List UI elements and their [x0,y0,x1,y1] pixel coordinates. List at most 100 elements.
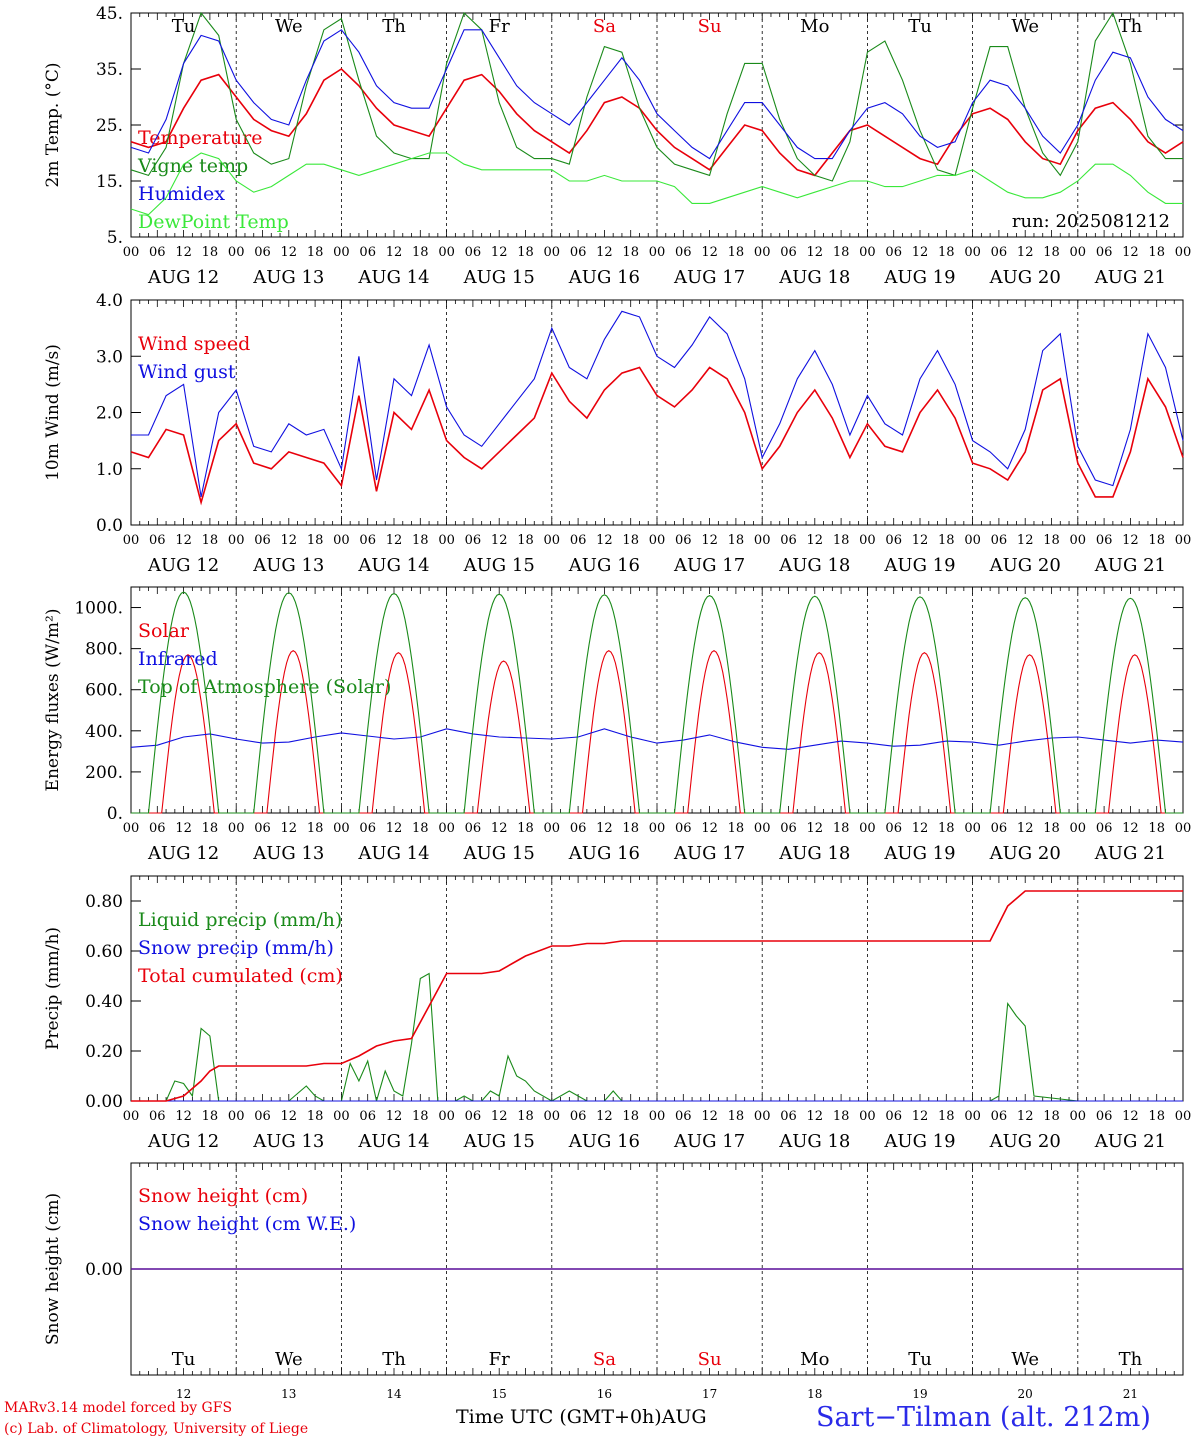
hour-label: 18 [412,821,429,836]
hour-label: 12 [1017,821,1034,836]
date-label: AUG 16 [568,267,640,288]
hour-label: 00 [438,533,455,548]
date-label: AUG 20 [989,555,1061,576]
y-tick-label: 0.80 [85,892,123,912]
hour-label: 12 [175,1109,192,1124]
hour-label: 12 [912,821,929,836]
hour-label: 12 [386,245,403,260]
date-label: AUG 21 [1094,1131,1166,1152]
hour-label: 00 [544,245,561,260]
date-label: AUG 18 [778,555,850,576]
panels-layer: 45. 35. 25. 15. 5. 2m Temp. (°C) 00 06 12 18 AUG 1… [43,4,1191,1401]
hour-label: 18 [517,821,534,836]
hour-label: 06 [149,821,166,836]
hour-label: 06 [780,1109,797,1124]
legend-label: Total cumulated (cm) [138,965,343,987]
hour-label: 12 [386,821,403,836]
legend-label: Humidex [138,183,225,205]
hour-label: 00 [438,245,455,260]
hour-label: 00 [333,1109,350,1124]
y-axis-label: Energy fluxes (W/m²) [43,609,63,792]
series-line-humidex [130,29,1184,160]
model-credit: MARv3.14 model forced by GFS [4,1400,233,1416]
hour-label: 00 [754,533,771,548]
hour-label: 06 [885,1109,902,1124]
hour-label: 18 [622,1109,639,1124]
hour-label: 12 [281,245,298,260]
hour-label: 18 [1148,821,1165,836]
hour-label: 12 [491,533,508,548]
date-label: AUG 13 [252,267,324,288]
hour-label: 06 [149,245,166,260]
hour-label: 18 [938,533,955,548]
hour-label: 00 [859,245,876,260]
hour-label: 00 [859,533,876,548]
hour-label: 18 [517,533,534,548]
hour-label: 06 [149,1109,166,1124]
hour-label: 06 [254,1109,271,1124]
date-label: AUG 17 [673,1131,745,1152]
hour-label: 12 [807,533,824,548]
hour-label: 06 [570,1109,587,1124]
date-label: AUG 21 [1094,843,1166,864]
day-number-label: 15 [492,1387,507,1401]
hour-label: 12 [491,1109,508,1124]
hour-label: 00 [964,821,981,836]
day-name-label: Th [1119,16,1143,37]
hour-label: 00 [754,821,771,836]
panel-5: 0.00 Snow height (cm) Snow height (cm) Snow… [43,1162,1184,1401]
hour-label: 06 [675,821,692,836]
hour-label: 00 [123,1109,140,1124]
date-label: AUG 20 [989,1131,1061,1152]
hour-label: 18 [412,1109,429,1124]
hour-label: 06 [465,1109,482,1124]
hour-label: 06 [570,533,587,548]
hour-label: 00 [333,245,350,260]
hour-label: 06 [465,821,482,836]
hour-label: 18 [728,533,745,548]
date-label: AUG 17 [673,267,745,288]
y-tick-label: 0.40 [85,992,123,1012]
hour-label: 12 [1017,245,1034,260]
hour-label: 12 [1017,533,1034,548]
hour-label: 12 [807,245,824,260]
y-tick-label: 0.00 [85,1092,123,1112]
hour-label: 06 [1096,533,1113,548]
day-name-label: We [1011,1349,1039,1370]
series-line-dewpoint-temp [130,152,1183,216]
day-name-label: Th [1119,1349,1143,1370]
hour-label: 00 [964,245,981,260]
date-label: AUG 14 [357,267,429,288]
date-label: AUG 21 [1094,555,1166,576]
hour-label: 00 [964,533,981,548]
hour-label: 00 [438,1109,455,1124]
series-line-wind-speed [130,366,1184,506]
panel-2: 4.0 3.0 2.0 1.0 0.0 10m Wind (m/s) 00 06 12 18 AUG… [43,291,1191,576]
day-name-label: Tu [908,1349,932,1370]
day-name-label: Tu [172,1349,196,1370]
hour-label: 06 [885,245,902,260]
hour-label: 18 [622,245,639,260]
date-label: AUG 14 [357,1131,429,1152]
date-label: AUG 13 [252,843,324,864]
hour-label: 00 [649,821,666,836]
day-number-label: 13 [281,1387,296,1401]
date-label: AUG 14 [357,843,429,864]
y-tick-label: 45. [96,4,123,24]
legend-label: Snow height (cm W.E.) [138,1213,356,1235]
hour-label: 18 [517,1109,534,1124]
hour-label: 06 [1096,1109,1113,1124]
hour-label: 18 [728,245,745,260]
date-label: AUG 18 [778,267,850,288]
y-tick-label: 0.60 [85,942,123,962]
legend-label: Snow precip (mm/h) [138,937,334,959]
legend-label: Top of Atmosphere (Solar) [138,676,391,698]
date-label: AUG 19 [883,555,955,576]
hour-label: 00 [649,245,666,260]
hour-label: 12 [281,1109,298,1124]
hour-label: 06 [780,533,797,548]
hour-label: 06 [780,245,797,260]
day-name-label: Sa [593,16,616,37]
y-tick-label: 1.0 [96,460,123,480]
hour-label: 06 [359,1109,376,1124]
